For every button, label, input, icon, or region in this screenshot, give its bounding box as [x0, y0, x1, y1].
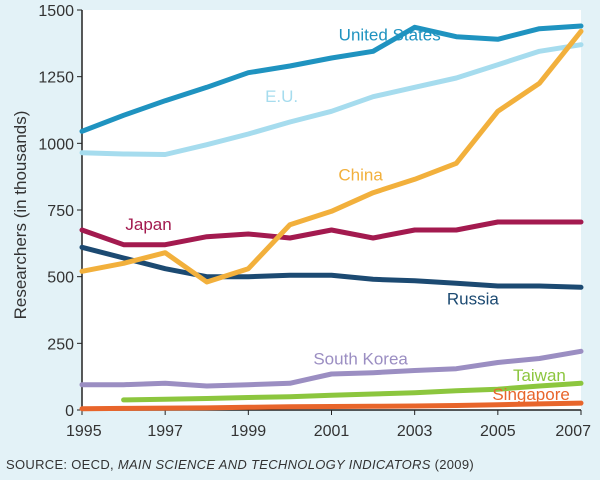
series-line-united-states	[79, 23, 584, 134]
x-tick-label: 2007	[555, 423, 591, 440]
x-tick-label: 2003	[397, 423, 433, 440]
series-label-south-korea: South Korea	[313, 350, 408, 369]
series-line-south-korea	[79, 348, 584, 389]
series-label-e-u: E.U.	[265, 87, 298, 106]
series-label-russia: Russia	[447, 290, 500, 309]
y-axis-title: Researchers (in thousands)	[11, 111, 30, 320]
line-chart: 0 250 500 750 1000 1250 1500 1995 1997 1999 2001 20…	[11, 3, 591, 440]
series-line-taiwan	[121, 380, 584, 403]
series-line-japan	[79, 219, 584, 248]
source-prefix: SOURCE: OECD,	[6, 457, 118, 472]
y-tick-label: 0	[65, 403, 74, 420]
source-title: MAIN SCIENCE AND TECHNOLOGY INDICATORS	[117, 457, 431, 472]
y-tick-label: 500	[47, 270, 74, 287]
y-tick-label: 1000	[38, 136, 74, 153]
x-tick-label: 1997	[147, 423, 183, 440]
series-line-singapore	[79, 400, 584, 412]
x-tick-label: 2005	[480, 423, 516, 440]
x-tick-label: 1999	[231, 423, 267, 440]
series-label-japan: Japan	[125, 215, 171, 234]
series-label-china: China	[338, 166, 383, 185]
series-label-singapore: Singapore	[492, 385, 570, 404]
source-suffix: (2009)	[430, 457, 474, 472]
x-tick-label: 2001	[314, 423, 350, 440]
series-line-russia	[79, 244, 584, 290]
y-tick-label: 250	[47, 336, 74, 353]
x-tick-label: 1995	[66, 423, 102, 440]
series-label-united-states: United States	[339, 26, 441, 45]
source-note: SOURCE: OECD, MAIN SCIENCE AND TECHNOLOG…	[6, 457, 474, 472]
series-line-e-u	[79, 42, 584, 157]
y-tick-label: 1250	[38, 70, 74, 87]
y-tick-label: 750	[47, 203, 74, 220]
series-label-taiwan: Taiwan	[513, 366, 566, 385]
y-tick-label: 1500	[38, 3, 74, 20]
series-line-china	[79, 28, 584, 285]
